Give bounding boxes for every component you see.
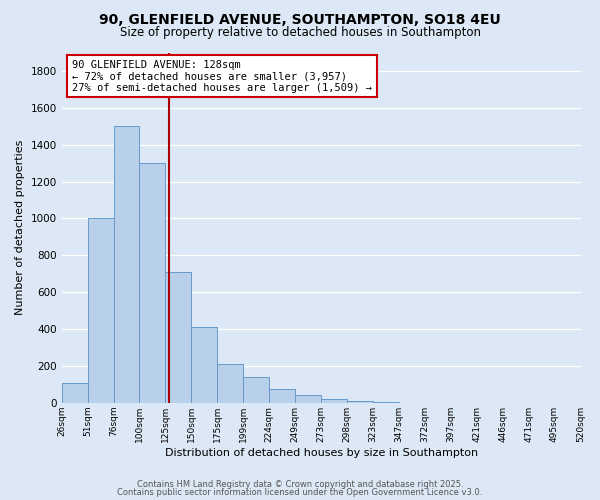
Text: Size of property relative to detached houses in Southampton: Size of property relative to detached ho… — [119, 26, 481, 39]
Bar — [113, 126, 139, 403]
Text: Contains HM Land Registry data © Crown copyright and database right 2025.: Contains HM Land Registry data © Crown c… — [137, 480, 463, 489]
Text: 90, GLENFIELD AVENUE, SOUTHAMPTON, SO18 4EU: 90, GLENFIELD AVENUE, SOUTHAMPTON, SO18 … — [99, 12, 501, 26]
Text: Contains public sector information licensed under the Open Government Licence v3: Contains public sector information licen… — [118, 488, 482, 497]
Bar — [191, 327, 217, 403]
Y-axis label: Number of detached properties: Number of detached properties — [15, 140, 25, 316]
Bar — [269, 389, 295, 403]
Bar — [88, 218, 113, 403]
Bar — [347, 401, 373, 403]
Bar — [166, 272, 191, 403]
Bar — [243, 377, 269, 403]
Bar — [62, 382, 88, 403]
Bar — [295, 396, 321, 403]
Bar — [321, 399, 347, 403]
Text: 90 GLENFIELD AVENUE: 128sqm
← 72% of detached houses are smaller (3,957)
27% of : 90 GLENFIELD AVENUE: 128sqm ← 72% of det… — [72, 60, 372, 92]
Bar — [139, 163, 166, 403]
X-axis label: Distribution of detached houses by size in Southampton: Distribution of detached houses by size … — [164, 448, 478, 458]
Bar — [217, 364, 243, 403]
Bar — [373, 402, 399, 403]
